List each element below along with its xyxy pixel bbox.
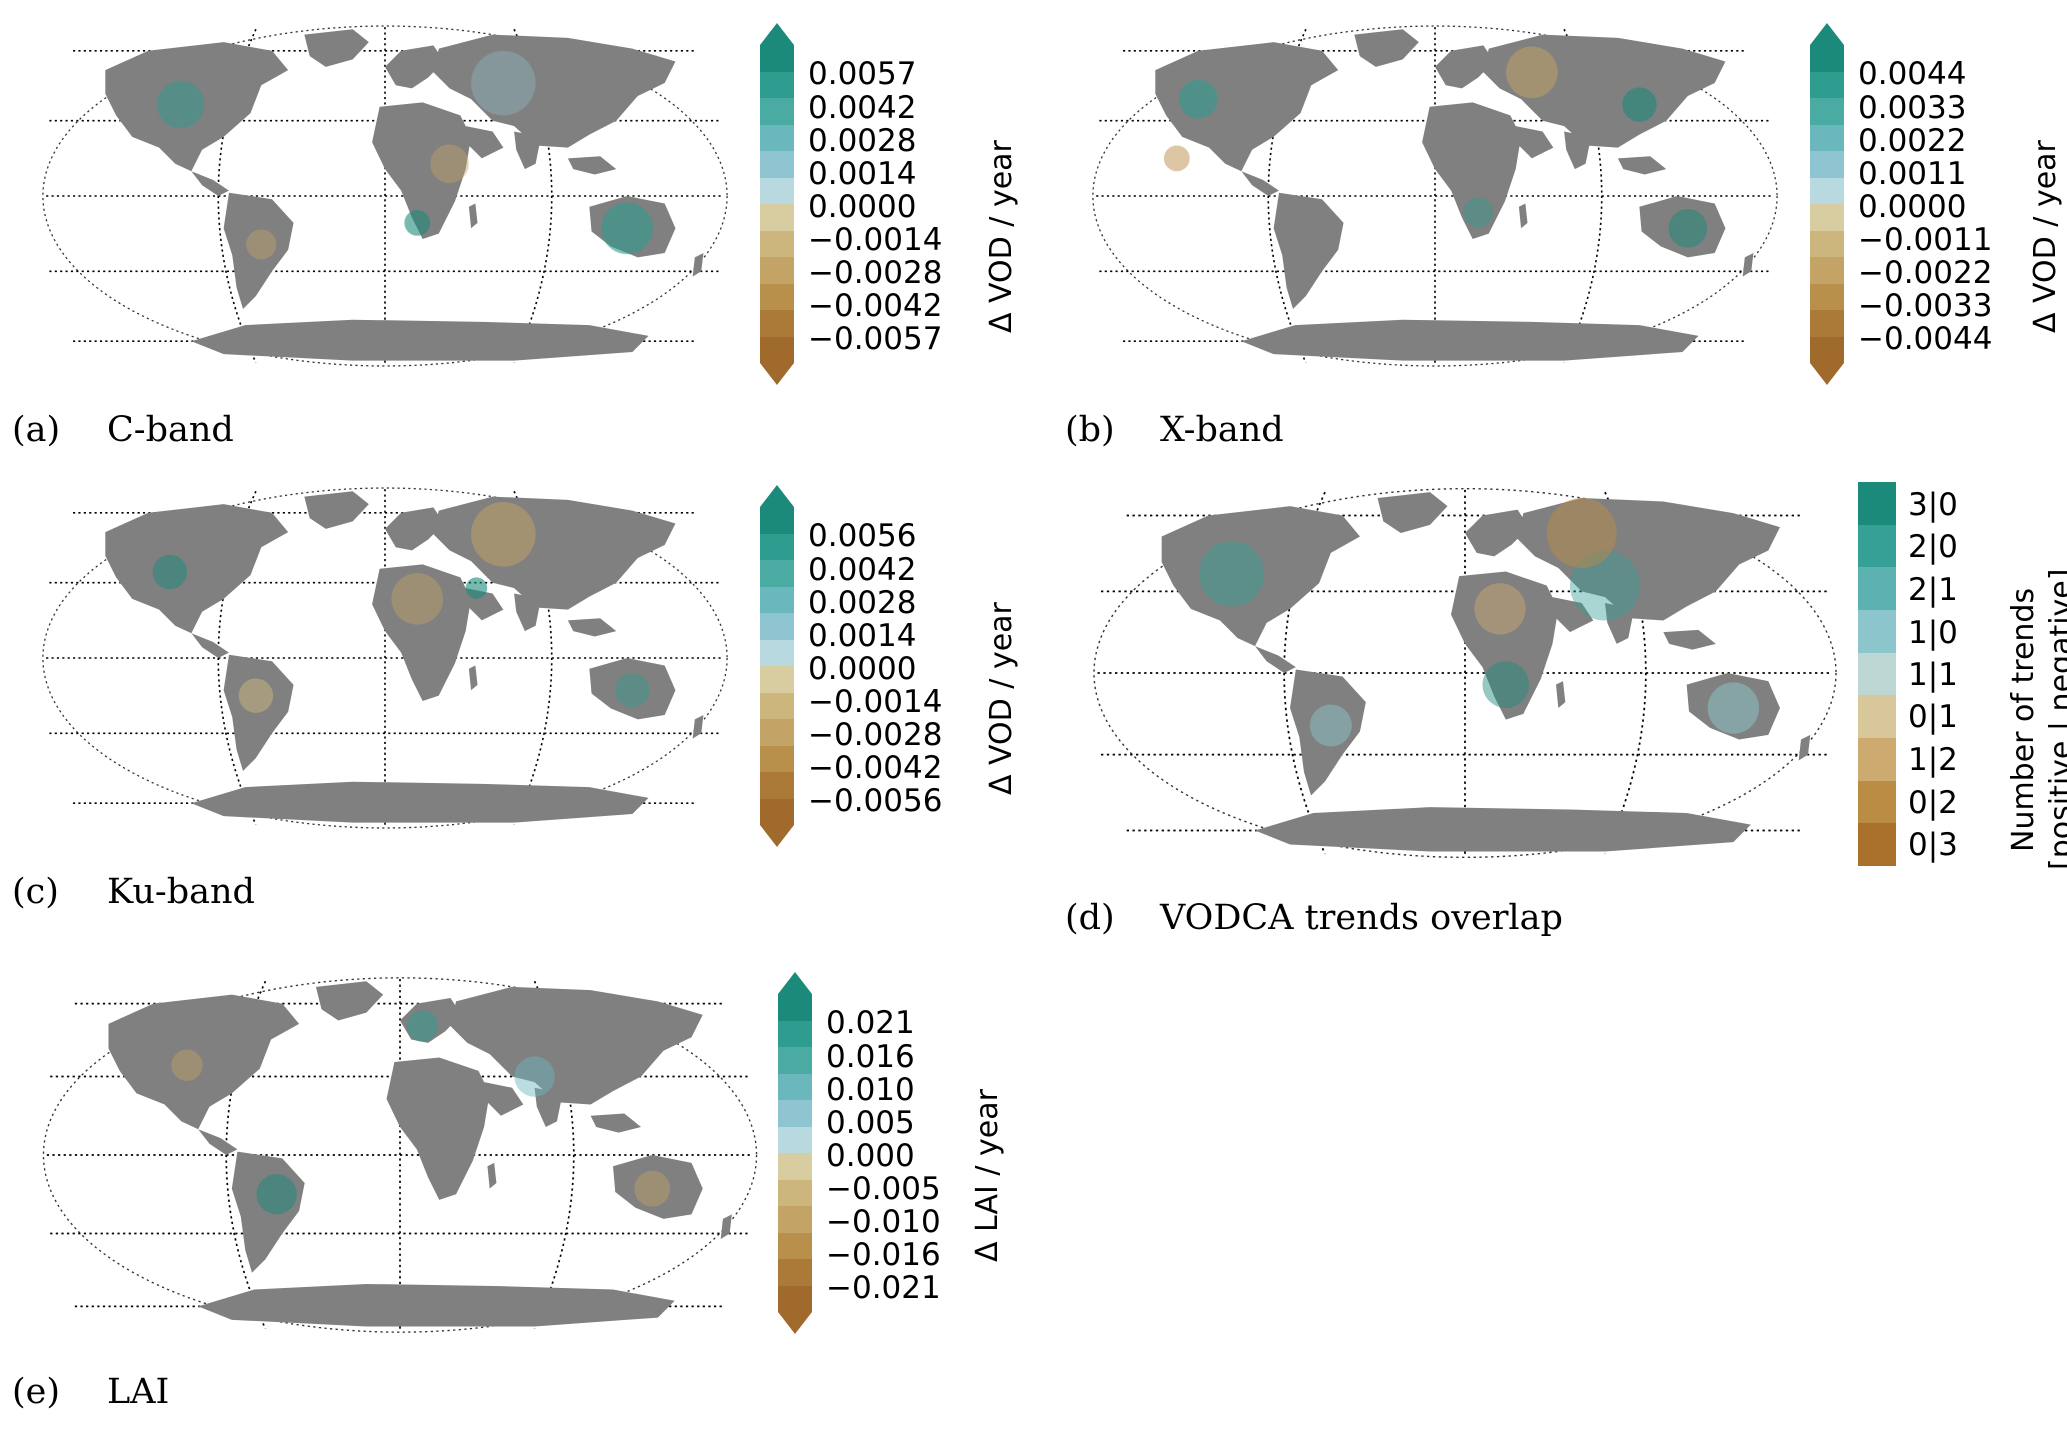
- panel-letter: (e): [12, 1372, 61, 1412]
- tick-label: 0.0042: [808, 552, 917, 588]
- tick-label: −0.0057: [808, 321, 943, 357]
- tick-label: −0.0033: [1858, 288, 1993, 324]
- panel-title: VODCA trends overlap: [1160, 898, 1563, 938]
- tick-label: 0.0014: [808, 156, 917, 192]
- extend-arrow-down-icon: [1810, 363, 1844, 385]
- panel-letter: (a): [12, 410, 61, 450]
- extend-arrow-up-icon: [760, 23, 794, 45]
- tick-label: 0|1: [1908, 699, 1958, 735]
- tick-label: 0.0028: [808, 585, 917, 621]
- tick-label: −0.005: [826, 1171, 941, 1207]
- tick-label: 0.0014: [808, 618, 917, 654]
- tick-label: 0.0028: [808, 123, 917, 159]
- map-ku-band: [42, 487, 728, 829]
- tick-label: 0.0057: [808, 56, 917, 92]
- tick-label: 0.0000: [808, 651, 917, 687]
- tick-label: −0.0042: [808, 288, 943, 324]
- tick-label: 3|0: [1908, 487, 1958, 523]
- extend-arrow-up-icon: [760, 485, 794, 507]
- tick-label: −0.0011: [1858, 222, 1993, 258]
- tick-label: −0.0022: [1858, 255, 1993, 291]
- tick-label: 0.000: [826, 1138, 915, 1174]
- tick-label: 0.0011: [1858, 156, 1967, 192]
- colorbar-label-line-1: Number of trends: [2006, 587, 2041, 852]
- tick-label: 0.010: [826, 1072, 915, 1108]
- land-mass: [1155, 29, 1754, 361]
- colorbar-label: Δ VOD / year: [2028, 140, 2063, 333]
- colorbar-label: Δ VOD / year: [984, 140, 1019, 333]
- extend-arrow-up-icon: [1810, 23, 1844, 45]
- map-c-band: [42, 25, 728, 367]
- tick-label: −0.0042: [808, 750, 943, 786]
- tick-label: −0.016: [826, 1237, 941, 1273]
- tick-label: −0.0028: [808, 255, 943, 291]
- tick-label: 0.0000: [808, 189, 917, 225]
- tick-label: −0.0056: [808, 783, 943, 819]
- tick-label: −0.0014: [808, 684, 943, 720]
- panel-title: LAI: [107, 1372, 170, 1412]
- tick-label: −0.0044: [1858, 321, 1993, 357]
- land-mass: [105, 491, 704, 823]
- extend-arrow-down-icon: [760, 363, 794, 385]
- tick-label: 0.0022: [1858, 123, 1967, 159]
- panel-caption: (a) C-band: [12, 410, 234, 450]
- panel-title: C-band: [107, 410, 234, 450]
- tick-label: 1|2: [1908, 742, 1958, 778]
- tick-label: 2|0: [1908, 529, 1958, 565]
- extend-arrow-up-icon: [778, 972, 812, 994]
- panel-letter: (d): [1065, 898, 1115, 938]
- tick-label: 0.005: [826, 1105, 915, 1141]
- panel-caption: (e) LAI: [12, 1372, 169, 1412]
- panel-letter: (b): [1065, 410, 1115, 450]
- map-lai: [42, 977, 758, 1333]
- panel-letter: (c): [12, 872, 59, 912]
- map-x-band: [1092, 25, 1778, 367]
- extend-arrow-down-icon: [760, 825, 794, 847]
- tick-label: 0.0042: [808, 90, 917, 126]
- tick-label: −0.0014: [808, 222, 943, 258]
- tick-label: 0.0056: [808, 518, 917, 554]
- tick-label: 1|0: [1908, 615, 1958, 651]
- tick-label: 0|3: [1908, 827, 1958, 863]
- colorbar-label: Δ VOD / year: [984, 602, 1019, 795]
- tick-label: −0.010: [826, 1204, 941, 1240]
- tick-label: −0.021: [826, 1270, 941, 1306]
- map-vodca-overlap: [1093, 487, 1837, 859]
- tick-label: 0|2: [1908, 785, 1958, 821]
- tick-label: −0.0028: [808, 717, 943, 753]
- panel-title: Ku-band: [107, 872, 255, 912]
- land-mass: [1161, 492, 1811, 852]
- panel-title: X-band: [1160, 410, 1284, 450]
- tick-label: 0.0000: [1858, 189, 1967, 225]
- tick-label: 2|1: [1908, 572, 1958, 608]
- panel-caption: (d) VODCA trends overlap: [1065, 898, 1563, 938]
- colorbar-label: Δ LAI / year: [970, 1089, 1005, 1262]
- tick-label: 0.021: [826, 1005, 915, 1041]
- panel-caption: (b) X-band: [1065, 410, 1284, 450]
- panel-caption: (c) Ku-band: [12, 872, 255, 912]
- tick-label: 0.016: [826, 1039, 915, 1075]
- tick-label: 0.0033: [1858, 90, 1967, 126]
- extend-arrow-down-icon: [778, 1312, 812, 1334]
- colorbar-label-line-2: [positive | negative]: [2044, 568, 2067, 870]
- land-mass: [105, 29, 704, 361]
- tick-label: 1|1: [1908, 657, 1958, 693]
- tick-label: 0.0044: [1858, 56, 1967, 92]
